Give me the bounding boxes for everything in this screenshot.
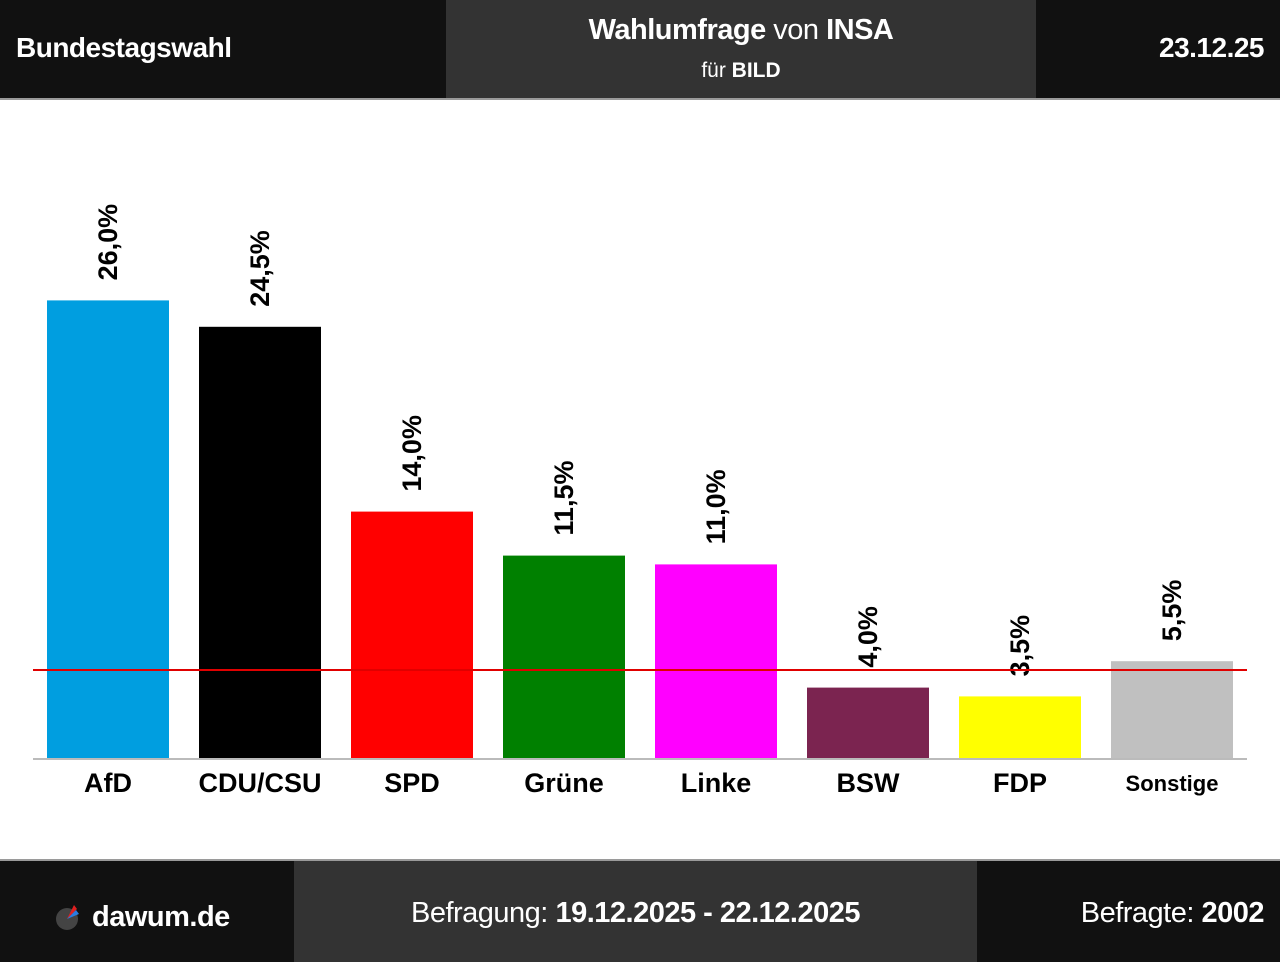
pollster-name: INSA	[826, 14, 894, 46]
category-label: SPD	[384, 768, 440, 798]
value-label: 4,0%	[853, 606, 883, 668]
survey-period-value: 19.12.2025 - 22.12.2025	[555, 897, 860, 929]
survey-period-label: Befragung:	[410, 897, 556, 929]
value-label: 14,0%	[397, 415, 427, 492]
election-title: Bundestagswahl	[16, 32, 232, 63]
publish-date: 23.12.25	[1159, 32, 1265, 63]
bar-fdp	[959, 696, 1081, 758]
value-label: 26,0%	[93, 204, 123, 281]
bar-sonstige	[1111, 661, 1233, 758]
value-label: 3,5%	[1005, 615, 1035, 677]
value-label: 11,0%	[701, 469, 731, 544]
poll-client: für BILD	[446, 59, 1036, 83]
category-label: BSW	[837, 768, 901, 798]
poll-bar-chart: 26,0% AfD 24,5% CDU/CSU 14,0% SPD 11,5% Grüne 11…	[33, 204, 1247, 798]
value-label: 5,5%	[1157, 580, 1187, 642]
bar-cdu-csu	[199, 326, 321, 758]
value-label: 24,5%	[245, 230, 275, 307]
category-label: Sonstige	[1126, 771, 1219, 796]
header-bar: Bundestagswahl Wahlumfrage von INSA für …	[0, 0, 1280, 100]
category-label: AfD	[84, 768, 132, 798]
poll-title-word: Wahlumfrage	[588, 14, 767, 46]
respondents-value: 2002	[1201, 897, 1264, 929]
value-label: 11,5%	[549, 461, 579, 536]
category-label: FDP	[993, 768, 1047, 798]
bar-bsw	[807, 687, 929, 758]
category-label: Grüne	[524, 768, 604, 798]
poll-title: Wahlumfrage von INSA	[446, 14, 1036, 47]
respondents-label: Befragte:	[1080, 897, 1202, 929]
category-label: Linke	[681, 768, 752, 798]
bar-spd	[351, 511, 473, 758]
site-name: dawum.de	[92, 900, 230, 933]
dawum-logo-icon	[56, 905, 79, 930]
bar-linke	[655, 564, 777, 758]
footer-bar: dawum.de Befragung: 19.12.2025 - 22.12.2…	[0, 859, 1280, 962]
header-center-panel: Wahlumfrage von INSA für BILD	[446, 0, 1036, 98]
client-prefix: für	[701, 59, 732, 82]
category-label: CDU/CSU	[198, 768, 321, 798]
respondents: Befragte: 2002	[1080, 897, 1265, 930]
survey-period: Befragung: 19.12.2025 - 22.12.2025	[294, 897, 977, 930]
survey-period-panel: Befragung: 19.12.2025 - 22.12.2025	[294, 861, 977, 962]
bar-afd	[47, 300, 169, 758]
site-logo[interactable]: dawum.de	[54, 901, 230, 933]
poll-title-connector: von	[765, 14, 827, 46]
bar-gr-ne	[503, 555, 625, 758]
client-name: BILD	[731, 59, 781, 82]
